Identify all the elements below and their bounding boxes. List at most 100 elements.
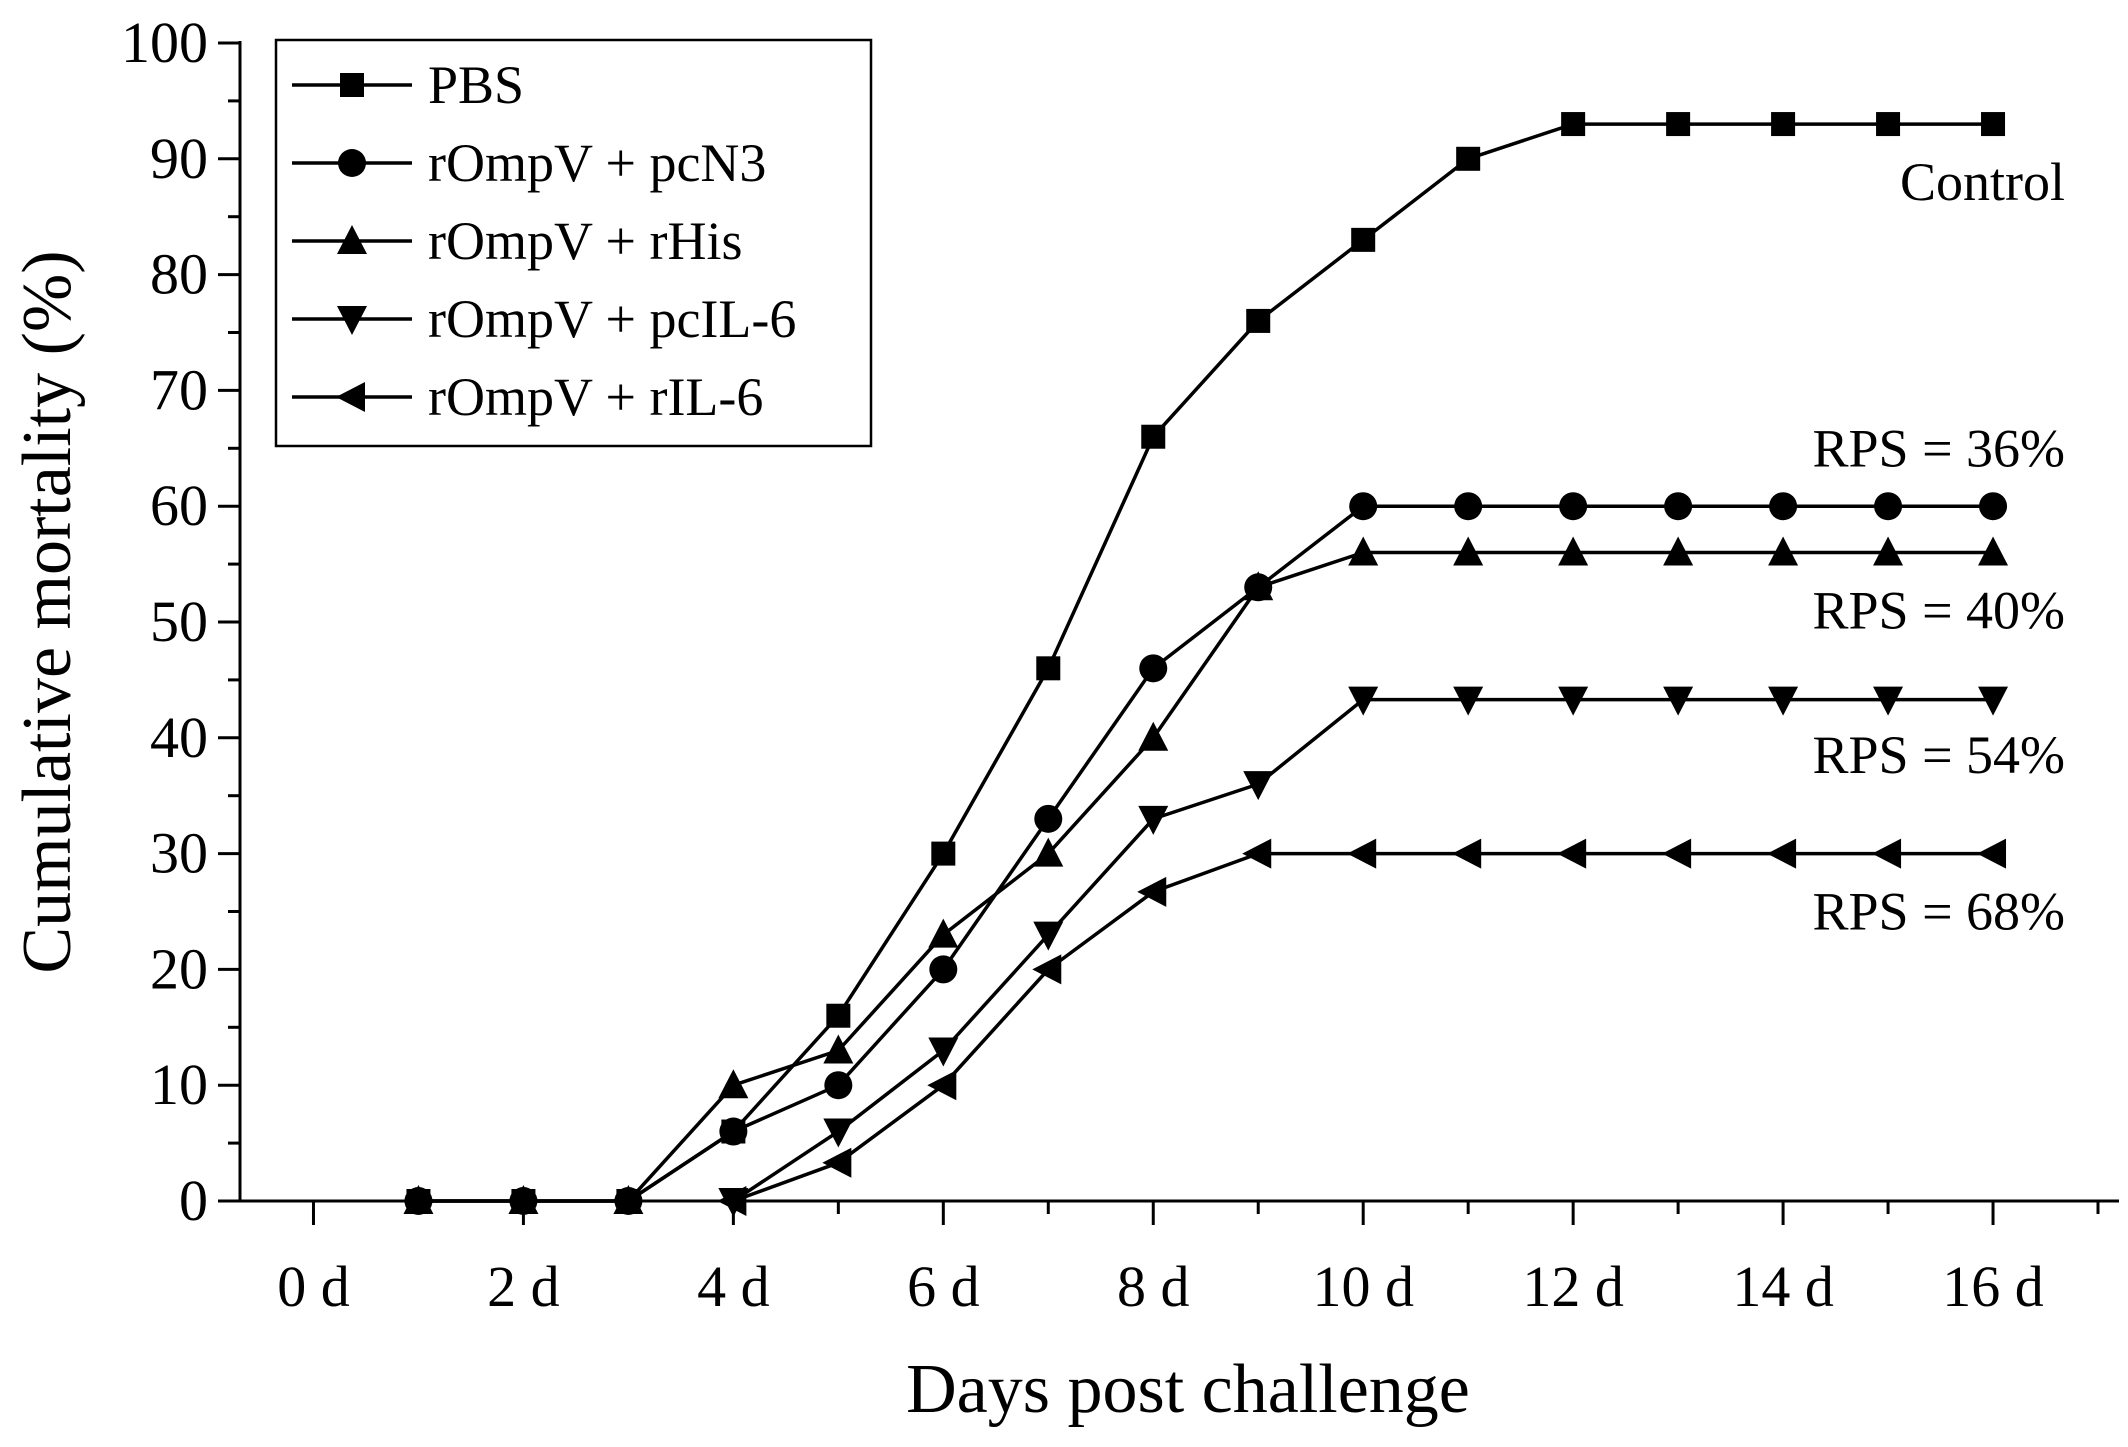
data-point xyxy=(1872,838,1902,869)
data-point xyxy=(1873,536,1904,566)
series-line xyxy=(418,550,1993,1203)
data-point xyxy=(1138,805,1169,835)
x-tick-label: 16 d xyxy=(1942,1254,2044,1319)
y-tick-label: 60 xyxy=(150,473,208,538)
data-point xyxy=(1349,492,1378,521)
data-point xyxy=(1141,424,1166,449)
data-point xyxy=(1452,838,1482,869)
legend-label: rOmpV + rIL-6 xyxy=(428,367,763,427)
data-point xyxy=(1453,536,1484,566)
legend-marker xyxy=(340,73,364,97)
y-tick-label: 100 xyxy=(121,10,208,75)
legend-box xyxy=(274,38,873,448)
y-tick-label: 70 xyxy=(150,357,208,422)
legend-item: rOmpV + pcN3 xyxy=(292,133,766,193)
data-point xyxy=(1768,686,1799,716)
data-point xyxy=(1979,492,2008,521)
y-tick-label: 90 xyxy=(150,126,208,191)
data-point xyxy=(1978,536,2009,566)
data-point xyxy=(1768,536,1799,566)
y-axis-title: Cumulative mortality (%) xyxy=(9,250,86,973)
legend-marker xyxy=(337,225,367,254)
annotation-label: Control xyxy=(1900,152,2065,212)
data-point xyxy=(1662,838,1692,869)
data-point xyxy=(613,1185,644,1214)
legend-item: rOmpV + rHis xyxy=(292,211,742,271)
data-point xyxy=(1348,536,1379,566)
y-tick-label: 0 xyxy=(179,1168,208,1233)
data-point xyxy=(931,841,956,866)
data-point xyxy=(1243,571,1274,601)
legend-item: rOmpV + rIL-6 xyxy=(292,367,763,427)
y-tick-label: 50 xyxy=(150,589,208,654)
x-tick-label: 2 d xyxy=(487,1254,560,1319)
data-point xyxy=(1351,227,1376,252)
data-point xyxy=(1771,112,1796,137)
data-point xyxy=(823,1118,854,1148)
x-tick-label: 8 d xyxy=(1117,1254,1190,1319)
y-tick-label: 10 xyxy=(150,1052,208,1117)
series-layer xyxy=(403,112,2009,1217)
x-tick-label: 6 d xyxy=(907,1254,980,1319)
data-point xyxy=(719,1117,748,1146)
data-point xyxy=(1873,686,1904,716)
data-point xyxy=(1557,838,1587,869)
data-point xyxy=(1453,686,1484,716)
y-tick-label: 40 xyxy=(150,705,208,770)
series-line xyxy=(732,697,1993,1203)
data-point xyxy=(1033,921,1064,951)
data-point xyxy=(1243,771,1274,801)
data-point xyxy=(717,1186,747,1216)
data-point xyxy=(1663,686,1694,716)
data-point xyxy=(1558,686,1589,716)
data-point xyxy=(1246,308,1271,333)
data-point xyxy=(1876,112,1901,137)
data-point xyxy=(1036,656,1061,681)
data-point xyxy=(1347,838,1377,869)
data-point xyxy=(1033,837,1064,867)
data-point xyxy=(1978,686,2009,716)
data-point xyxy=(929,955,958,984)
data-point xyxy=(1663,536,1694,566)
legend-item: rOmpV + pcIL-6 xyxy=(292,289,796,349)
y-tick-label: 30 xyxy=(150,821,208,886)
data-point xyxy=(508,1185,539,1214)
legend: PBS rOmpV + pcN3 rOmpV + rHis rOmpV + pcIL-… xyxy=(274,38,873,448)
annotations: Control RPS = 36% RPS = 40% RPS = 54% RPS = … xyxy=(1813,152,2066,942)
data-point xyxy=(403,1185,434,1214)
series-4 xyxy=(717,838,2007,1216)
legend-item: PBS xyxy=(292,55,524,115)
data-point xyxy=(1559,492,1588,521)
series-line xyxy=(732,851,1993,1203)
data-point xyxy=(824,1071,853,1100)
data-point xyxy=(1138,721,1169,751)
data-point xyxy=(1874,492,1903,521)
data-point xyxy=(1558,536,1589,566)
data-point xyxy=(1242,838,1272,869)
data-point xyxy=(1456,146,1481,171)
y-tick-label: 80 xyxy=(150,242,208,307)
data-point xyxy=(928,918,959,948)
x-tick-label: 12 d xyxy=(1522,1254,1624,1319)
data-point xyxy=(1981,112,2006,137)
data-point xyxy=(1034,804,1063,833)
data-point xyxy=(1769,492,1798,521)
data-point xyxy=(718,1069,749,1099)
legend-label: rOmpV + pcIL-6 xyxy=(428,289,796,349)
data-point xyxy=(927,1070,957,1101)
legend-marker xyxy=(338,149,366,177)
series-line xyxy=(418,504,1993,1203)
x-tick-label: 10 d xyxy=(1312,1254,1414,1319)
legend-marker xyxy=(336,382,365,412)
legend-label: PBS xyxy=(428,55,524,115)
data-point xyxy=(1139,654,1168,683)
x-axis-title: Days post challenge xyxy=(906,1351,1470,1428)
annotation-label: RPS = 68% xyxy=(1813,882,2066,942)
x-tick-label: 0 d xyxy=(277,1254,350,1319)
legend-label: rOmpV + pcN3 xyxy=(428,133,766,193)
series-2 xyxy=(403,536,2009,1214)
legend-marker xyxy=(337,306,367,335)
annotation-label: RPS = 40% xyxy=(1813,580,2066,640)
